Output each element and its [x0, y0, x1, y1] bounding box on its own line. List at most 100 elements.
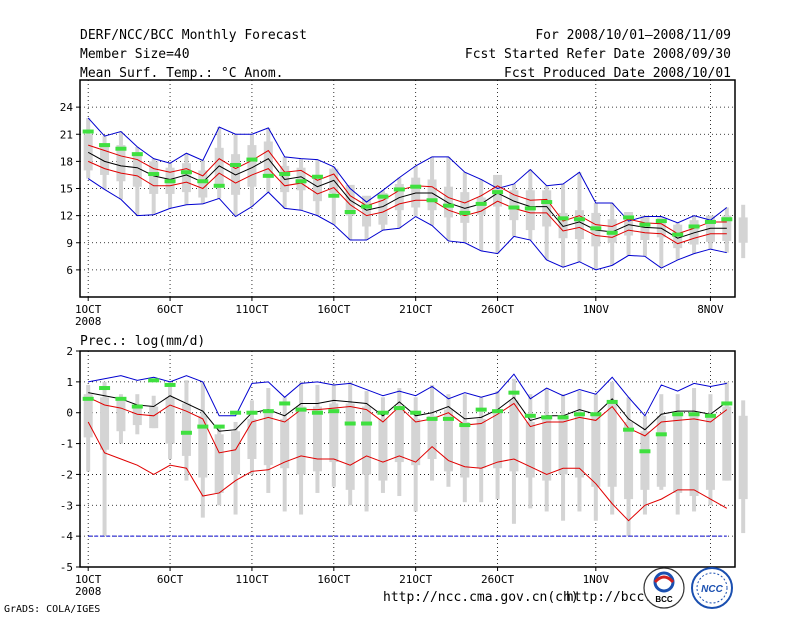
- iqr-box: [149, 406, 159, 429]
- median-mark: [459, 423, 471, 428]
- year-label: 2008: [75, 315, 102, 328]
- median-mark: [426, 198, 438, 203]
- iqr-box: [542, 418, 552, 481]
- series-line-max: [87, 117, 728, 224]
- median-mark: [590, 226, 602, 231]
- y-tick-label: -2: [60, 468, 73, 481]
- whisker-bar: [102, 381, 107, 537]
- median-mark: [655, 219, 667, 224]
- y-tick-label: -3: [60, 499, 73, 512]
- iqr-box: [198, 415, 208, 478]
- iqr-box: [509, 400, 519, 472]
- plot-frame: [79, 350, 736, 568]
- iqr-box: [656, 415, 666, 487]
- iqr-box: [329, 403, 339, 463]
- median-mark: [688, 412, 700, 417]
- iqr-box: [460, 192, 470, 223]
- y-tick-label: -1: [60, 438, 73, 451]
- median-mark: [361, 421, 373, 426]
- median-mark: [164, 382, 176, 387]
- whisker-bar: [626, 221, 631, 256]
- grads-credit: GrADS: COLA/IGES: [4, 604, 101, 615]
- iqr-box: [607, 403, 617, 487]
- iqr-box: [427, 415, 437, 459]
- forecast-period: For 2008/10/01—2008/11/09: [535, 28, 731, 43]
- median-mark: [492, 190, 504, 195]
- iqr-box: [181, 403, 191, 456]
- median-mark: [508, 390, 520, 395]
- whisker-bar: [479, 179, 484, 251]
- iqr-box: [542, 190, 552, 227]
- median-mark: [82, 129, 94, 134]
- median-mark: [99, 386, 111, 391]
- median-mark: [623, 215, 635, 220]
- median-mark: [524, 413, 536, 418]
- y-tick-label: 12: [60, 210, 73, 223]
- iqr-box: [640, 431, 650, 490]
- iqr-box: [525, 421, 535, 478]
- median-mark: [410, 410, 422, 415]
- median-mark: [279, 172, 291, 177]
- iqr-box: [443, 409, 453, 472]
- header-right: For 2008/10/01—2008/11/09 Fcst Started Re…: [465, 26, 731, 83]
- y-tick-label: 0: [66, 407, 73, 420]
- median-mark: [672, 232, 684, 237]
- panel-title: Prec.: log(mm/d): [80, 334, 205, 349]
- refer-date: Fcst Started Refer Date 2008/09/30: [464, 47, 731, 62]
- y-tick-label: 9: [66, 237, 73, 250]
- y-tick-label: 24: [60, 101, 74, 114]
- median-mark: [573, 412, 585, 417]
- iqr-box: [738, 217, 748, 243]
- median-mark: [541, 415, 553, 420]
- x-tick-label: 1OCT: [75, 573, 102, 586]
- median-mark: [197, 424, 209, 429]
- median-mark: [246, 157, 258, 162]
- x-tick-label: 1OCT: [75, 303, 102, 316]
- iqr-box: [116, 145, 126, 182]
- median-mark: [230, 410, 242, 415]
- x-tick-label: 26OCT: [481, 303, 514, 316]
- median-mark: [557, 415, 569, 420]
- ncc-url-link[interactable]: http://ncc.cma.gov.cn(ch): [383, 590, 579, 605]
- iqr-box: [312, 175, 322, 202]
- median-mark: [213, 183, 225, 188]
- header-left: DERF/NCC/BCC Monthly Forecast Member Size…: [80, 26, 307, 83]
- iqr-box: [362, 406, 372, 475]
- median-mark: [361, 204, 373, 209]
- median-mark: [459, 210, 471, 215]
- iqr-box: [476, 418, 486, 469]
- median-mark: [573, 217, 585, 222]
- iqr-box: [394, 406, 404, 463]
- median-mark: [311, 410, 323, 415]
- x-tick-label: 1NOV: [583, 573, 610, 586]
- median-mark: [639, 449, 651, 454]
- median-mark: [426, 416, 438, 421]
- series-line-lower: [87, 160, 727, 245]
- median-mark: [688, 224, 700, 229]
- median-mark: [197, 179, 209, 184]
- median-mark: [295, 179, 307, 184]
- iqr-box: [443, 186, 453, 218]
- median-mark: [393, 406, 405, 411]
- year-label: 2008: [75, 585, 102, 598]
- bcc-url-link[interactable]: http://bcc.: [566, 590, 653, 605]
- median-mark: [606, 399, 618, 404]
- iqr-box: [673, 412, 683, 493]
- iqr-box: [427, 179, 437, 211]
- iqr-box: [574, 412, 584, 478]
- series-line-min_spread: [87, 421, 728, 522]
- series-line-upper: [88, 392, 728, 432]
- x-tick-label: 8NOV: [697, 303, 724, 316]
- series-line-upper: [88, 144, 727, 235]
- median-mark: [508, 205, 520, 210]
- produced-date: Fcst Produced Date 2008/10/01: [504, 66, 731, 81]
- iqr-box: [100, 397, 110, 450]
- median-mark: [442, 203, 454, 208]
- median-mark: [655, 432, 667, 437]
- iqr-box: [624, 421, 634, 500]
- series-line-min: [87, 178, 727, 271]
- iqr-box: [181, 163, 191, 193]
- median-mark: [492, 409, 504, 414]
- y-tick-label: 15: [60, 183, 73, 196]
